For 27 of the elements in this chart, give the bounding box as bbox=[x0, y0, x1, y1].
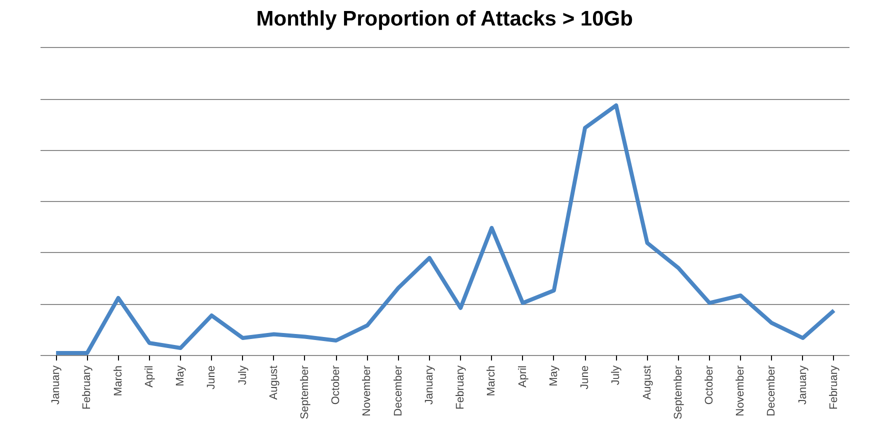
x-tick-label: September bbox=[672, 365, 684, 420]
x-tick-label: February bbox=[454, 365, 467, 410]
x-tick-label: June bbox=[579, 365, 592, 390]
x-tick-label: March bbox=[486, 366, 498, 396]
x-tick-label: May bbox=[548, 365, 560, 386]
chart-title: Monthly Proportion of Attacks > 10Gb bbox=[256, 8, 633, 30]
x-tick-label: November bbox=[361, 365, 374, 416]
x-tick-label: August bbox=[641, 365, 654, 400]
x-tick-label: February bbox=[81, 365, 94, 410]
x-tick-label: October bbox=[703, 365, 716, 405]
x-tick-label: December bbox=[392, 365, 404, 416]
x-tick-label: March bbox=[112, 366, 124, 396]
x-tick-label: January bbox=[50, 365, 62, 405]
x-tick-label: February bbox=[828, 365, 840, 410]
x-tick-label: October bbox=[330, 365, 342, 405]
x-tick-label: May bbox=[174, 365, 187, 386]
x-tick-label: April bbox=[516, 365, 529, 388]
x-tick-label: December bbox=[766, 365, 778, 416]
x-tick-label: July bbox=[236, 365, 249, 386]
x-tick-label: November bbox=[734, 365, 747, 416]
x-tick-label: July bbox=[610, 365, 622, 386]
x-tick-label: January bbox=[423, 365, 436, 405]
x-tick-label: April bbox=[143, 365, 156, 388]
x-tick-label: January bbox=[796, 365, 809, 405]
x-tick-label: June bbox=[206, 365, 218, 390]
x-tick-label: August bbox=[268, 365, 280, 400]
x-tick-label: September bbox=[298, 365, 311, 420]
